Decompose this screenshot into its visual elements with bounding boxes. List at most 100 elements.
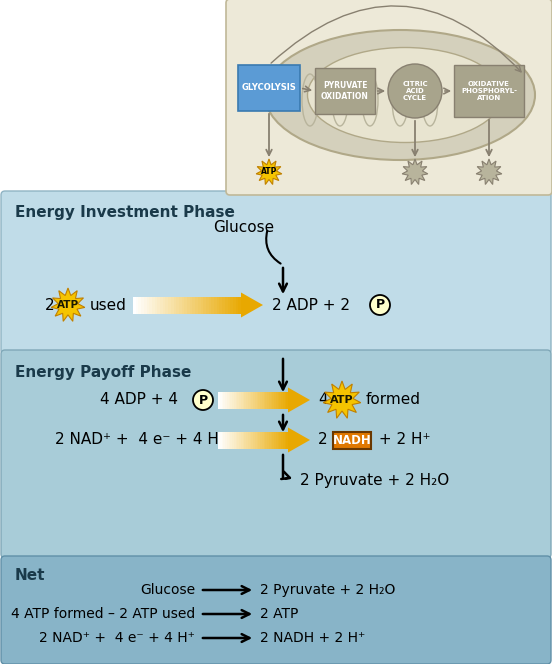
Text: OXIDATIVE
PHOSPHORYL-
ATION: OXIDATIVE PHOSPHORYL- ATION xyxy=(461,81,517,101)
Polygon shape xyxy=(190,297,193,313)
Polygon shape xyxy=(241,392,242,408)
Polygon shape xyxy=(242,432,244,448)
Polygon shape xyxy=(267,392,269,408)
Polygon shape xyxy=(272,432,274,448)
Polygon shape xyxy=(220,432,221,448)
Polygon shape xyxy=(242,392,244,408)
Polygon shape xyxy=(262,392,263,408)
Polygon shape xyxy=(253,432,255,448)
Text: 2 Pyruvate + 2 H₂O: 2 Pyruvate + 2 H₂O xyxy=(300,473,449,487)
Polygon shape xyxy=(223,432,225,448)
Polygon shape xyxy=(250,392,251,408)
Polygon shape xyxy=(274,432,276,448)
Polygon shape xyxy=(281,392,283,408)
Polygon shape xyxy=(269,432,270,448)
Polygon shape xyxy=(255,392,257,408)
Polygon shape xyxy=(171,297,173,313)
Text: ATP: ATP xyxy=(261,167,277,177)
Polygon shape xyxy=(262,432,263,448)
Text: 2: 2 xyxy=(45,297,55,313)
Polygon shape xyxy=(230,297,233,313)
Polygon shape xyxy=(251,392,253,408)
Text: P: P xyxy=(198,394,208,406)
Polygon shape xyxy=(51,288,85,321)
Polygon shape xyxy=(246,392,248,408)
Text: GLYCOLYSIS: GLYCOLYSIS xyxy=(242,84,296,92)
Polygon shape xyxy=(214,297,217,313)
Polygon shape xyxy=(232,432,233,448)
Polygon shape xyxy=(241,432,242,448)
Polygon shape xyxy=(238,297,241,313)
Polygon shape xyxy=(246,432,248,448)
Polygon shape xyxy=(222,297,225,313)
Polygon shape xyxy=(218,432,220,448)
Text: Energy Investment Phase: Energy Investment Phase xyxy=(15,205,235,220)
Text: 4 ATP formed – 2 ATP used: 4 ATP formed – 2 ATP used xyxy=(10,607,195,621)
Text: NADH: NADH xyxy=(333,434,371,446)
Polygon shape xyxy=(139,297,141,313)
Polygon shape xyxy=(168,297,171,313)
Polygon shape xyxy=(209,297,211,313)
Text: ATP: ATP xyxy=(57,300,79,310)
Polygon shape xyxy=(233,297,236,313)
Text: 2 NAD⁺ +  4 e⁻ + 4 H⁺: 2 NAD⁺ + 4 e⁻ + 4 H⁺ xyxy=(55,432,227,448)
Polygon shape xyxy=(218,392,220,408)
Polygon shape xyxy=(182,297,184,313)
Polygon shape xyxy=(260,432,262,448)
Polygon shape xyxy=(203,297,206,313)
Polygon shape xyxy=(225,432,227,448)
Circle shape xyxy=(370,295,390,315)
Polygon shape xyxy=(229,432,230,448)
Polygon shape xyxy=(272,392,274,408)
Polygon shape xyxy=(276,392,278,408)
Polygon shape xyxy=(198,297,200,313)
Polygon shape xyxy=(402,159,428,185)
Polygon shape xyxy=(133,297,136,313)
Polygon shape xyxy=(166,297,168,313)
FancyBboxPatch shape xyxy=(238,65,300,111)
Polygon shape xyxy=(274,392,276,408)
Polygon shape xyxy=(236,297,238,313)
Polygon shape xyxy=(195,297,198,313)
Polygon shape xyxy=(256,159,282,185)
Polygon shape xyxy=(476,159,502,185)
Text: formed: formed xyxy=(366,392,421,408)
Text: CITRIC
ACID
CYCLE: CITRIC ACID CYCLE xyxy=(402,81,428,101)
Polygon shape xyxy=(179,297,182,313)
Polygon shape xyxy=(223,392,225,408)
Circle shape xyxy=(193,390,213,410)
Polygon shape xyxy=(248,432,250,448)
Polygon shape xyxy=(269,392,270,408)
Polygon shape xyxy=(193,297,195,313)
Polygon shape xyxy=(270,392,272,408)
Polygon shape xyxy=(220,392,221,408)
Polygon shape xyxy=(157,297,160,313)
Polygon shape xyxy=(279,392,281,408)
Polygon shape xyxy=(230,392,232,408)
Polygon shape xyxy=(244,432,246,448)
Polygon shape xyxy=(239,392,241,408)
Polygon shape xyxy=(278,392,279,408)
Polygon shape xyxy=(270,432,272,448)
Polygon shape xyxy=(146,297,149,313)
Polygon shape xyxy=(288,428,310,452)
Polygon shape xyxy=(278,432,279,448)
Polygon shape xyxy=(155,297,157,313)
Polygon shape xyxy=(258,432,260,448)
Polygon shape xyxy=(152,297,155,313)
Text: 2 Pyruvate + 2 H₂O: 2 Pyruvate + 2 H₂O xyxy=(260,583,395,597)
Text: PYRUVATE
OXIDATION: PYRUVATE OXIDATION xyxy=(321,81,369,101)
Polygon shape xyxy=(187,297,190,313)
Polygon shape xyxy=(276,432,278,448)
Polygon shape xyxy=(236,392,237,408)
Polygon shape xyxy=(230,432,232,448)
Text: 2 ADP + 2: 2 ADP + 2 xyxy=(272,297,350,313)
FancyBboxPatch shape xyxy=(1,556,551,664)
Polygon shape xyxy=(141,297,144,313)
Polygon shape xyxy=(173,297,176,313)
Polygon shape xyxy=(236,432,237,448)
Polygon shape xyxy=(266,432,267,448)
Polygon shape xyxy=(227,432,229,448)
Polygon shape xyxy=(237,432,239,448)
FancyBboxPatch shape xyxy=(226,0,552,195)
